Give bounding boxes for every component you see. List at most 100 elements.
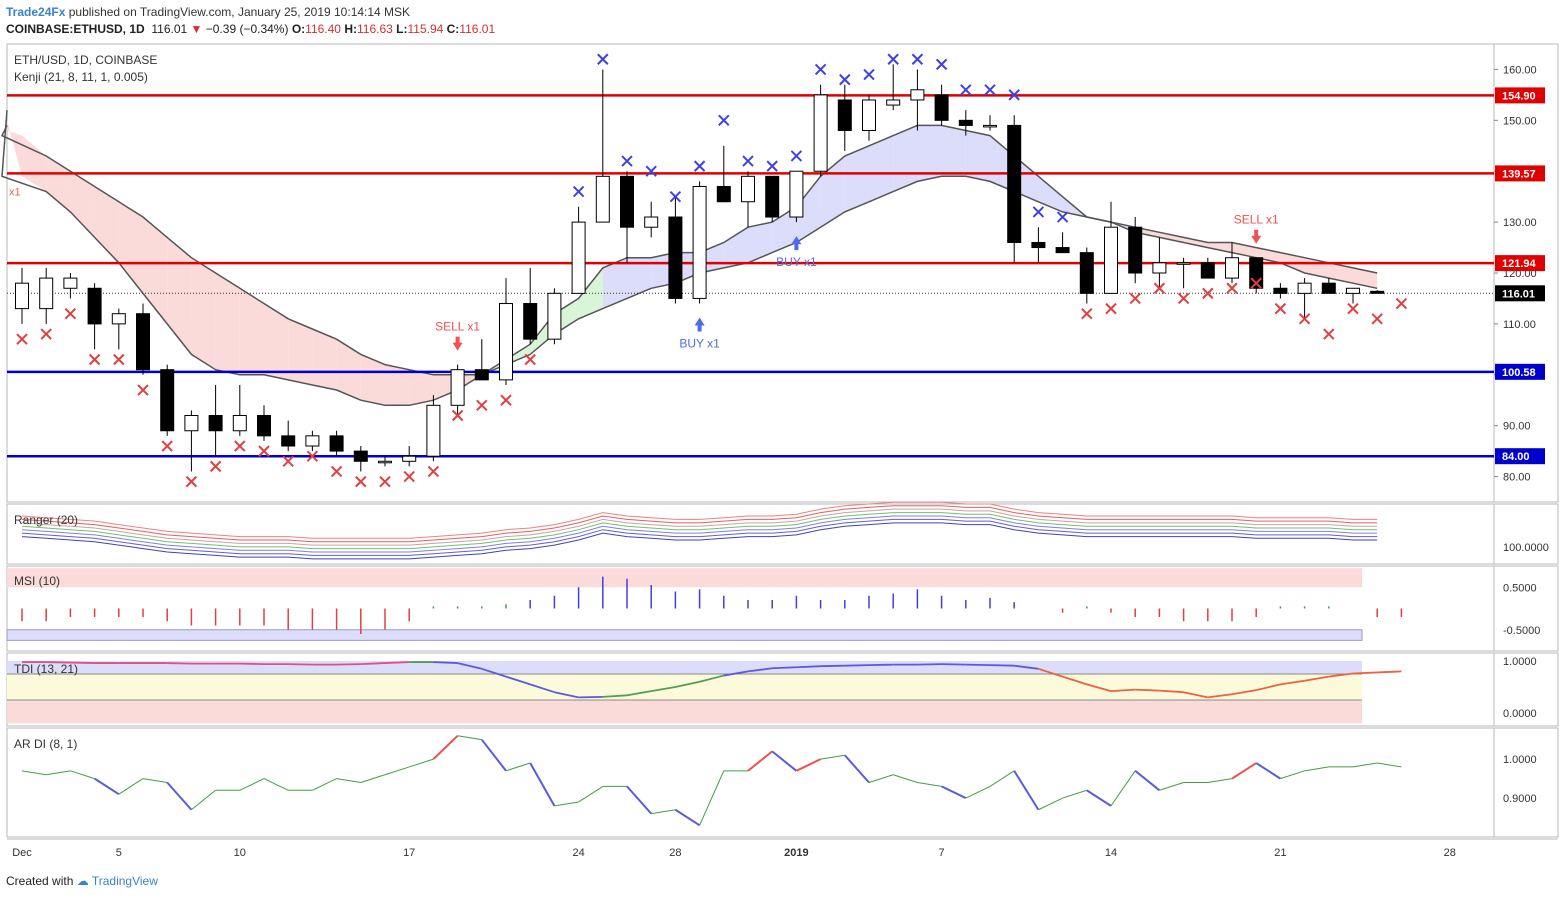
candle-down[interactable] [136,313,150,371]
candle-up[interactable] [886,99,901,106]
candle-up[interactable] [111,313,126,325]
ranger-pane[interactable] [6,503,1559,565]
ardi-line-segment [239,778,265,791]
candle-up[interactable] [63,277,78,289]
ardi-pane[interactable] [6,727,1559,838]
ardi-line-segment [336,778,361,783]
candle-down[interactable] [1200,262,1215,279]
tdi-line-segment [1014,664,1039,670]
candle-down[interactable] [353,450,368,462]
candle-down[interactable] [934,94,949,121]
buy-arrow-icon [694,317,705,332]
candle-up[interactable] [450,369,465,406]
candle-up[interactable] [692,185,707,299]
tdi-line-segment [1328,672,1354,678]
candle-up[interactable] [426,404,441,457]
candle-up[interactable] [741,175,755,203]
candle-down[interactable] [281,435,296,447]
candle-up[interactable] [983,124,997,128]
candle-up[interactable] [547,292,562,340]
candle-down[interactable] [87,287,102,325]
candle-down[interactable] [257,414,271,437]
candle-down[interactable] [958,119,973,126]
candle-up[interactable] [595,175,610,223]
candle-down[interactable] [1321,282,1336,294]
candle-down[interactable] [208,414,223,432]
ardi-line-segment [505,762,531,772]
candle-down[interactable] [1079,252,1094,294]
tdi-line-segment [578,695,603,699]
ardi-line-segment [578,785,604,803]
tdi-line-segment [602,694,628,698]
candle-up[interactable] [910,89,925,101]
candle-up[interactable] [378,460,392,464]
change-label: −0.39 (−0.34%) [205,22,289,36]
close-value: 116.01 [459,22,496,36]
candle-up[interactable] [862,99,876,132]
tdi-line-segment [1110,688,1136,693]
candle-down[interactable] [837,99,852,132]
candle-down[interactable] [765,175,780,218]
candle-down[interactable] [474,369,489,381]
candle-up[interactable] [402,455,417,462]
candle-up[interactable] [1152,262,1167,274]
tradingview-logo-icon[interactable]: ☁ [76,874,89,888]
candle-up[interactable] [1104,226,1118,294]
x-mark-below [355,475,367,488]
candle-up[interactable] [1176,262,1191,265]
ranger-band-line [21,522,1378,560]
ardi-line-segment [118,778,144,795]
candle-up[interactable] [813,94,828,172]
candle-down[interactable] [1370,290,1385,294]
candle-up[interactable] [789,170,804,218]
candle-down[interactable] [668,216,683,299]
candle-up[interactable] [571,221,586,294]
candle-down[interactable] [1031,241,1046,249]
candle-up[interactable] [232,414,247,432]
tradingview-brand[interactable]: TradingView [91,874,158,888]
candle-down[interactable] [523,303,538,340]
tdi-line-segment [1183,691,1208,699]
ardi-line-segment [432,735,459,760]
ranger-band-line [21,512,1378,550]
kenji-cloud-segment [941,125,966,177]
candle-up[interactable] [1297,282,1312,294]
candle-up[interactable] [1346,287,1360,294]
candle-down[interactable] [1273,287,1288,294]
candle-up[interactable] [1225,257,1239,279]
candle-up[interactable] [499,303,513,381]
publisher-name[interactable]: Trade24Fx [6,5,66,19]
tdi-line-segment [70,661,95,664]
candle-up[interactable] [184,414,199,432]
tdi-lower-zone [7,700,1362,724]
sell-arrow-icon [1251,229,1262,244]
x-mark-above [839,73,851,86]
candle-up[interactable] [305,435,320,447]
x-mark-below [1177,292,1190,305]
candle-down[interactable] [1055,247,1070,254]
kenji-cloud-segment [748,222,773,263]
candle-up[interactable] [644,216,659,228]
ardi-line-segment [457,735,482,741]
tdi-line-segment [844,664,870,667]
candle-up[interactable] [15,282,29,310]
ardi-line-segment [747,750,773,772]
resistance-level-label: 139.57 [1502,168,1536,180]
tdi-line-segment [288,663,313,666]
ardi-line-segment [191,789,216,811]
open-label: O: [291,22,306,36]
x-mark-above [863,68,875,81]
candle-down[interactable] [620,175,634,228]
candle-down[interactable] [716,185,731,203]
candle-down[interactable] [329,435,344,452]
resistance-level-tag [1495,255,1545,272]
tdi-line-segment [1377,670,1402,674]
candle-up[interactable] [39,277,54,310]
x-mark-below [476,399,488,412]
candle-down[interactable] [160,369,175,432]
ardi-line-segment [674,808,701,827]
candle-down[interactable] [1007,124,1022,243]
candle-down[interactable] [1128,226,1143,274]
tdi-line-segment [796,665,821,669]
